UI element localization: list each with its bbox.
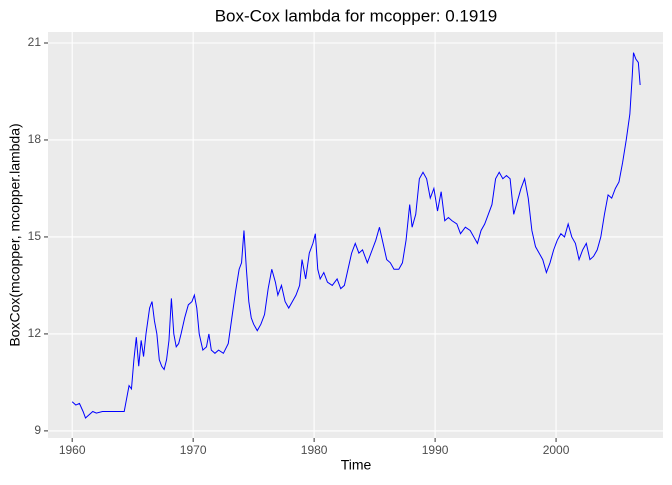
x-tick-label: 1970: [180, 443, 207, 457]
y-tick-label: 9: [34, 423, 41, 437]
y-tick-label: 18: [28, 132, 42, 146]
x-tick-label: 1960: [59, 443, 86, 457]
x-tick-label: 1980: [301, 443, 328, 457]
x-tick-label: 1990: [422, 443, 449, 457]
x-axis-label: Time: [341, 457, 372, 473]
y-tick-label: 15: [28, 229, 42, 243]
data-line: [71, 52, 641, 419]
y-tick-label: 12: [28, 326, 42, 340]
chart-title: Box-Cox lambda for mcopper: 0.1919: [215, 6, 498, 25]
y-axis-label: BoxCox(mcopper, mcopper.lambda): [7, 123, 23, 346]
x-tick-label: 2000: [543, 443, 570, 457]
y-tick-label: 21: [28, 35, 42, 49]
